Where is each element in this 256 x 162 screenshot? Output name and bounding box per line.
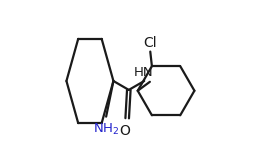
Text: Cl: Cl <box>143 36 157 50</box>
Text: O: O <box>119 124 130 138</box>
Text: NH$_2$: NH$_2$ <box>93 122 119 137</box>
Text: HN: HN <box>134 66 153 79</box>
